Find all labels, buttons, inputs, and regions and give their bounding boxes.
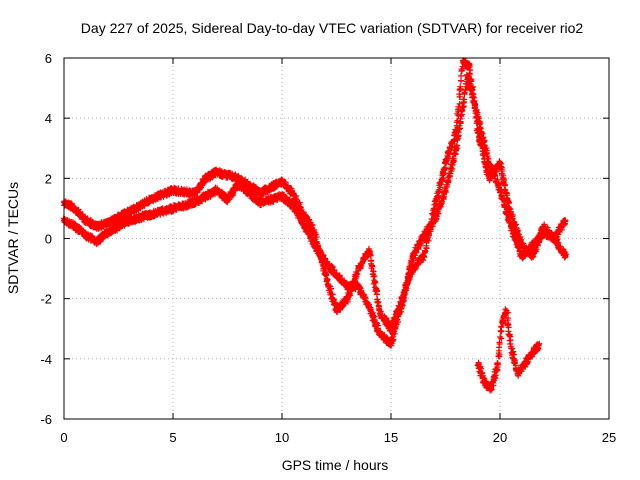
chart-title: Day 227 of 2025, Sidereal Day-to-day VTE… [81,20,584,36]
axis-ticks: 0 5 10 15 20 25 -6 -4 -2 0 2 4 6 [40,51,616,445]
y-tick-label: 0 [45,232,52,247]
x-tick-label: 25 [602,430,616,445]
x-tick-label: 10 [275,430,289,445]
y-tick-label: -6 [40,412,52,427]
series-track-b [60,71,569,349]
series-track-c [474,306,543,394]
x-tick-label: 20 [493,430,507,445]
series-marker-trail [61,57,569,335]
grid-lines [64,58,609,419]
series-marker-trail [474,306,542,394]
x-tick-label: 5 [169,430,176,445]
series-track-a [61,57,569,335]
y-axis-label: SDTVAR / TECUs [5,182,21,294]
y-tick-label: -2 [40,292,52,307]
y-tick-label: 6 [45,51,52,66]
x-tick-label: 0 [60,430,67,445]
x-tick-label: 15 [384,430,398,445]
y-tick-label: -4 [40,352,52,367]
data-series [60,57,569,394]
x-axis-label: GPS time / hours [282,457,389,473]
y-tick-label: 2 [45,171,52,186]
y-tick-label: 4 [45,111,52,126]
